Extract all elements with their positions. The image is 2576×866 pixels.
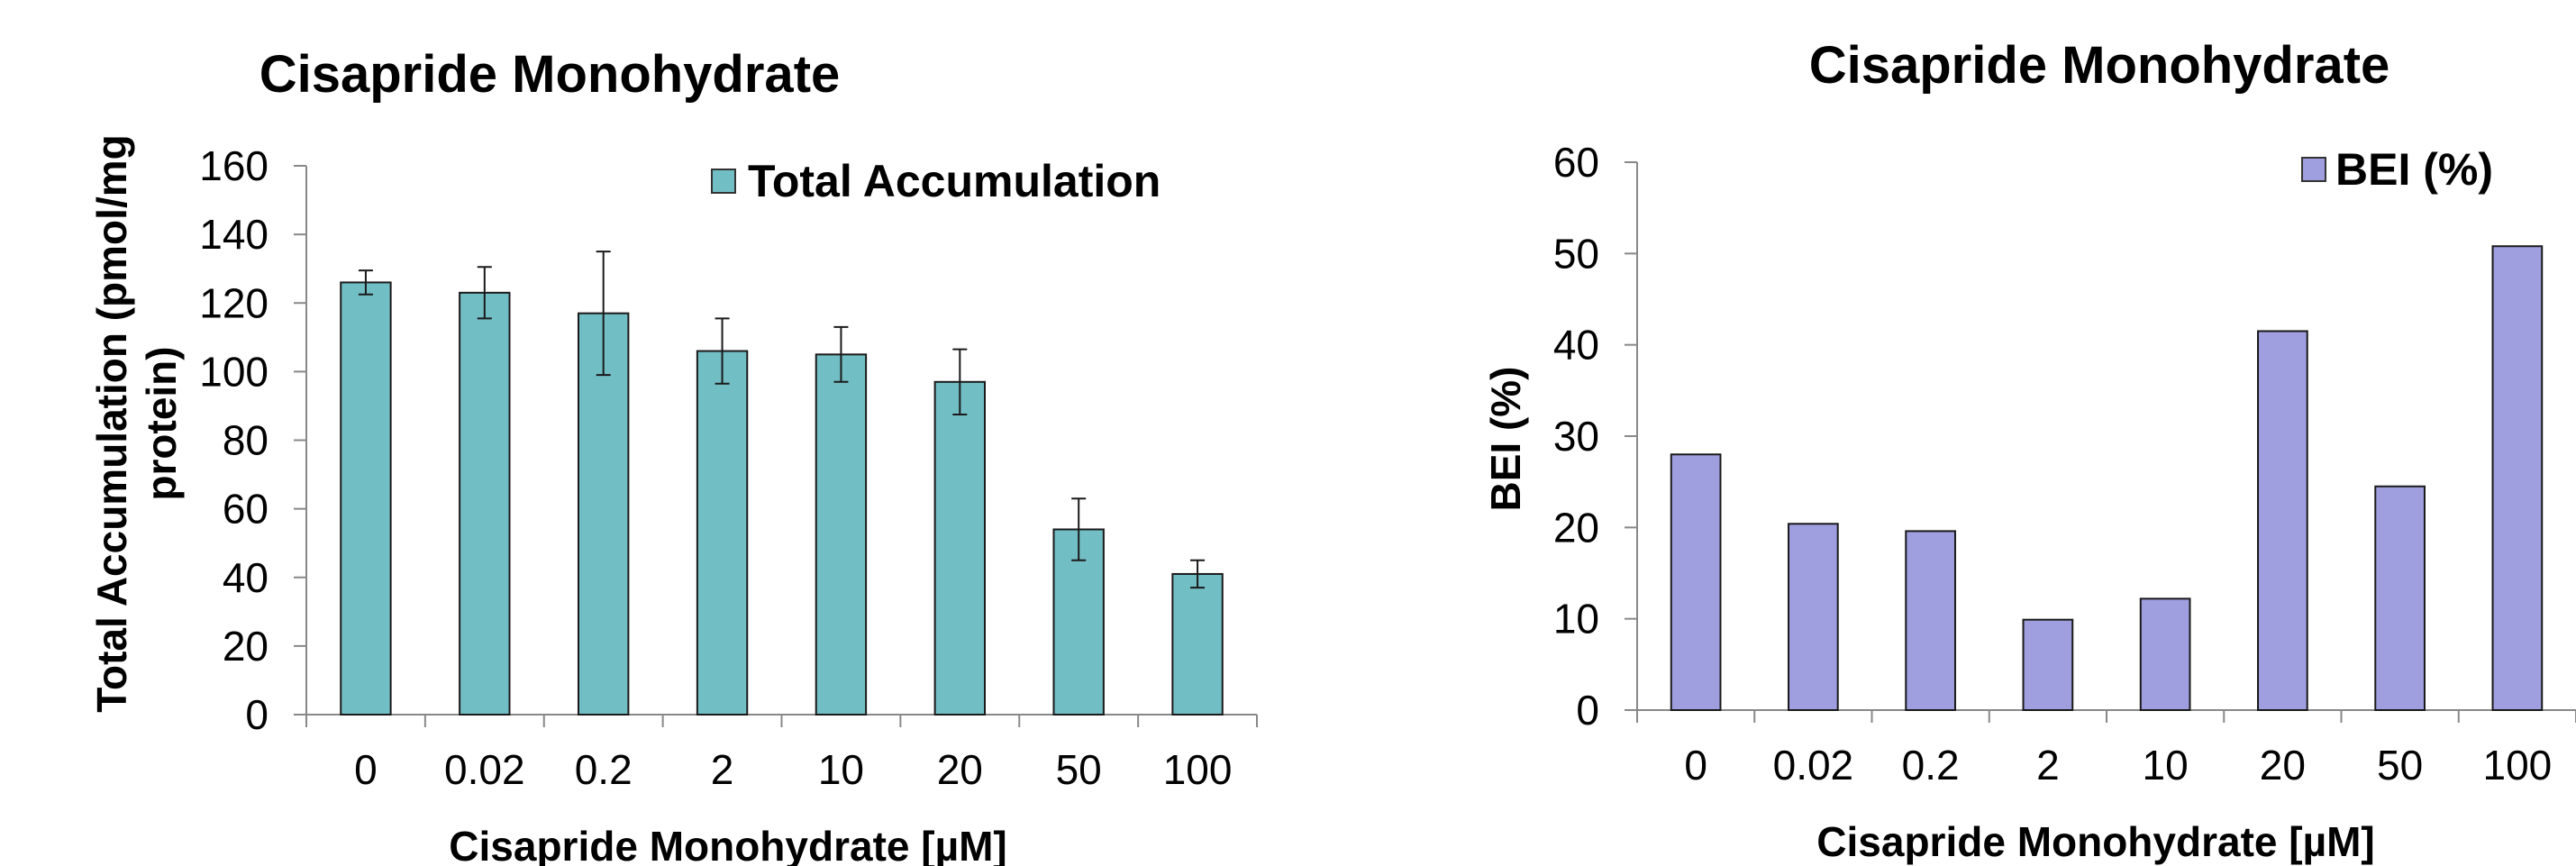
y-tick-label: 40 — [223, 554, 269, 601]
bei-chart-panel: Cisapride Monohydrate Cisapride Monohydr… — [1424, 0, 2576, 866]
chart-title: Cisapride Monohydrate — [259, 45, 841, 104]
bar — [340, 281, 392, 716]
bar — [2257, 330, 2308, 711]
y-axis-title-line-2: protein) — [138, 346, 185, 500]
bei-chart: Cisapride Monohydrate Cisapride Monohydr… — [1482, 36, 2576, 865]
bar — [1788, 523, 1839, 712]
plot-area: 0 10 20 30 40 50 60 0 0.02 0.2 2 10 20 50 100 — [1553, 139, 2576, 789]
y-tick-label: 30 — [1553, 413, 1599, 460]
x-tick-label: 10 — [818, 746, 864, 793]
y-tick-label: 0 — [245, 691, 269, 738]
legend-swatch — [711, 169, 736, 194]
y-tick-label: 120 — [199, 279, 269, 326]
x-tick-label: 50 — [2377, 742, 2423, 789]
y-tick-label: 50 — [1553, 230, 1599, 277]
chart-title: Cisapride Monohydrate — [1809, 36, 2390, 95]
x-tick-label: 20 — [2260, 742, 2306, 789]
legend-label: Total Accumulation — [748, 156, 1161, 206]
bar — [2139, 597, 2191, 712]
y-tick-label: 60 — [223, 486, 269, 533]
x-tick-label: 2 — [711, 746, 734, 793]
y-tick-label: 20 — [1553, 504, 1599, 551]
total-accumulation-chart-panel: Cisapride Monohydrate Cisapride Monohydr… — [88, 45, 1258, 866]
x-tick-label: 0.02 — [1773, 742, 1854, 789]
x-tick-label: 0.02 — [444, 746, 525, 793]
x-tick-label: 50 — [1056, 746, 1102, 793]
bar — [577, 312, 630, 716]
x-tick-label: 20 — [937, 746, 983, 793]
bar — [1670, 453, 1722, 711]
bar — [1171, 572, 1224, 716]
plot-area: 0 20 40 60 80 100 120 140 160 0 0.02 0.2 2 10 20 50 100 — [199, 142, 1258, 793]
legend-label: BEI (%) — [2335, 144, 2493, 195]
x-tick-label: 0 — [1684, 742, 1707, 789]
x-tick-label: 2 — [2036, 742, 2060, 789]
legend-swatch — [2301, 157, 2326, 182]
bar — [2022, 618, 2074, 711]
x-tick-label: 0.2 — [1902, 742, 1960, 789]
x-tick-label: 0.2 — [575, 746, 633, 793]
x-axis-title: Cisapride Monohydrate [µM] — [1816, 818, 2374, 865]
bar — [2491, 245, 2544, 711]
bar — [696, 350, 749, 716]
y-axis-title-line-1: Total Accumulation (pmol/mg — [88, 134, 135, 712]
y-tick-label: 10 — [1553, 596, 1599, 643]
y-tick-label: 20 — [223, 623, 269, 670]
y-tick-label: 80 — [223, 417, 269, 464]
bar — [815, 353, 868, 716]
y-tick-label: 160 — [199, 142, 269, 189]
y-tick-label: 100 — [199, 348, 269, 395]
x-axis-title: Cisapride Monohydrate [µM] — [449, 823, 1006, 866]
bar — [2374, 485, 2426, 711]
total-accumulation-chart: Cisapride Monohydrate Cisapride Monohydr… — [88, 45, 1258, 866]
x-tick-label: 100 — [1163, 746, 1233, 793]
bar — [933, 380, 987, 716]
bar — [459, 291, 511, 716]
bar — [1905, 530, 1956, 711]
x-tick-label: 100 — [2483, 742, 2553, 789]
x-tick-label: 10 — [2143, 742, 2189, 789]
y-axis-title: BEI (%) — [1482, 367, 1529, 512]
x-tick-label: 0 — [354, 746, 378, 793]
y-tick-label: 40 — [1553, 322, 1599, 369]
y-tick-label: 0 — [1576, 687, 1599, 734]
y-tick-label: 140 — [199, 211, 269, 258]
y-tick-label: 60 — [1553, 139, 1599, 186]
